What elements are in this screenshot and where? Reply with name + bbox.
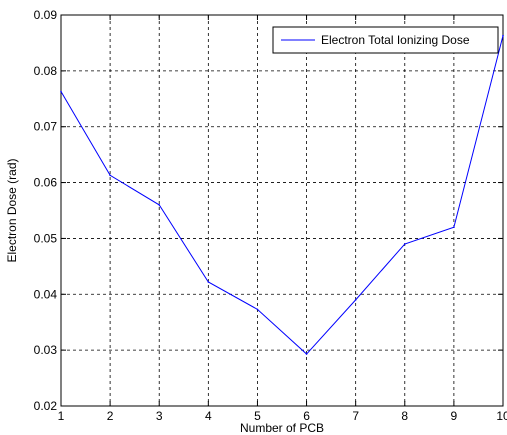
y-tick-label: 0.05 <box>34 231 58 245</box>
data-point <box>403 243 406 245</box>
y-axis-ticks: 0.02 0.03 0.04 0.05 0.06 0.07 0.08 0.09 <box>34 8 503 413</box>
data-point <box>453 226 455 229</box>
legend-label: Electron Total Ionizing Dose <box>321 33 470 47</box>
y-tick-label: 0.04 <box>34 287 58 301</box>
x-tick-label: 9 <box>451 409 458 423</box>
series-line <box>60 35 504 355</box>
x-tick-label: 7 <box>352 409 359 423</box>
data-point <box>109 174 111 177</box>
y-tick-label: 0.08 <box>34 64 58 78</box>
x-axis-ticks: 1 2 3 4 5 6 7 8 9 10 <box>58 15 507 423</box>
data-point <box>256 308 259 311</box>
data-point <box>305 353 308 355</box>
legend: Electron Total Ionizing Dose <box>272 26 499 54</box>
data-point <box>354 299 357 301</box>
y-tick-label: 0.03 <box>34 343 58 357</box>
x-tick-label: 5 <box>254 409 261 423</box>
plot-area <box>60 14 504 407</box>
x-tick-label: 6 <box>303 409 310 423</box>
data-point <box>502 34 504 37</box>
y-tick-label: 0.06 <box>34 176 58 190</box>
x-tick-label: 10 <box>496 409 507 423</box>
x-tick-label: 1 <box>58 409 65 423</box>
x-tick-label: 8 <box>401 409 408 423</box>
data-point <box>207 281 210 283</box>
series-layer <box>60 34 504 355</box>
data-point <box>60 90 62 93</box>
y-axis-label: Electron Dose (rad) <box>5 158 19 262</box>
y-tick-label: 0.07 <box>34 120 58 134</box>
y-tick-label: 0.09 <box>34 8 58 22</box>
x-axis-label: Number of PCB <box>240 421 324 435</box>
x-tick-label: 3 <box>156 409 163 423</box>
x-tick-label: 2 <box>107 409 114 423</box>
y-tick-label: 0.02 <box>34 399 58 413</box>
data-point <box>158 204 161 206</box>
x-tick-label: 4 <box>205 409 212 423</box>
grid <box>61 15 503 406</box>
